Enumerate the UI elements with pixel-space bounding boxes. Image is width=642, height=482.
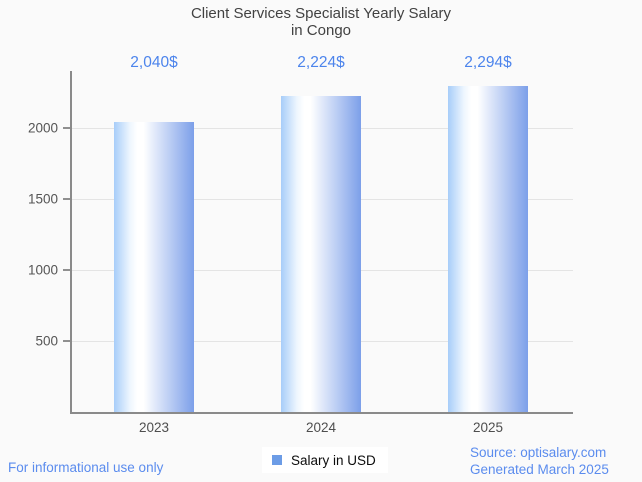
bar-value-label-2025: 2,294$ (464, 54, 512, 71)
y-tick-label-1000: 1000 (27, 262, 58, 278)
chart-title-line1: Client Services Specialist Yearly Salary (190, 5, 452, 22)
bar-value-label-2023: 2,040$ (130, 54, 178, 71)
chart-title-line2: in Congo (290, 22, 352, 39)
generated-text: Generated March 2025 (470, 461, 609, 477)
y-tick-2000 (63, 127, 70, 129)
y-tick-500 (63, 340, 70, 342)
y-tick-label-2000: 2000 (27, 120, 58, 136)
disclaimer-text: For informational use only (8, 460, 164, 475)
bar-2023[interactable] (114, 122, 194, 412)
bar-2025[interactable] (448, 86, 528, 412)
y-tick-label-500: 500 (35, 333, 58, 349)
legend-swatch-icon (272, 455, 282, 465)
bar-2024[interactable] (281, 96, 361, 412)
x-axis-line (70, 412, 573, 414)
x-axis-label-2024: 2024 (305, 420, 337, 435)
source-text: Source: optisalary.com (470, 445, 607, 460)
x-axis-label-2023: 2023 (138, 420, 170, 435)
y-tick-1000 (63, 269, 70, 271)
chart-title: Client Services Specialist Yearly Salary… (0, 5, 642, 39)
x-axis-label-2025: 2025 (472, 420, 504, 435)
legend: Salary in USD (262, 447, 388, 473)
source-block: Source: optisalary.com Generated March 2… (470, 445, 609, 478)
y-axis-line (70, 71, 72, 413)
legend-label: Salary in USD (291, 452, 376, 468)
bar-value-label-2024: 2,224$ (297, 54, 345, 71)
y-tick-1500 (63, 198, 70, 200)
y-tick-label-1500: 1500 (27, 191, 58, 207)
